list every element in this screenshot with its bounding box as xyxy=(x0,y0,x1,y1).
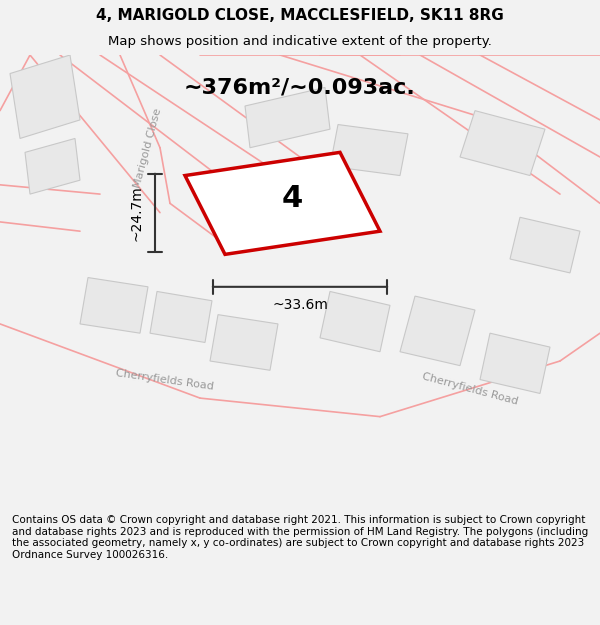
Text: Cherryfields Road: Cherryfields Road xyxy=(421,371,519,406)
Text: ~24.7m: ~24.7m xyxy=(130,185,144,241)
Polygon shape xyxy=(185,152,380,254)
Polygon shape xyxy=(400,296,475,366)
Polygon shape xyxy=(460,111,545,176)
Text: Contains OS data © Crown copyright and database right 2021. This information is : Contains OS data © Crown copyright and d… xyxy=(12,515,588,560)
Polygon shape xyxy=(245,88,330,148)
Text: 4, MARIGOLD CLOSE, MACCLESFIELD, SK11 8RG: 4, MARIGOLD CLOSE, MACCLESFIELD, SK11 8R… xyxy=(96,8,504,23)
Polygon shape xyxy=(80,278,148,333)
Text: ~376m²/~0.093ac.: ~376m²/~0.093ac. xyxy=(184,78,416,98)
Text: ~33.6m: ~33.6m xyxy=(272,298,328,312)
Polygon shape xyxy=(320,291,390,352)
Polygon shape xyxy=(480,333,550,394)
Polygon shape xyxy=(510,217,580,273)
Polygon shape xyxy=(210,314,278,370)
Text: Marigold Close: Marigold Close xyxy=(133,107,163,189)
Polygon shape xyxy=(330,124,408,176)
Polygon shape xyxy=(150,291,212,342)
Text: Map shows position and indicative extent of the property.: Map shows position and indicative extent… xyxy=(108,35,492,48)
Text: 4: 4 xyxy=(282,184,303,213)
Text: Cherryfields Road: Cherryfields Road xyxy=(115,368,215,391)
Polygon shape xyxy=(25,139,80,194)
Polygon shape xyxy=(10,55,80,139)
